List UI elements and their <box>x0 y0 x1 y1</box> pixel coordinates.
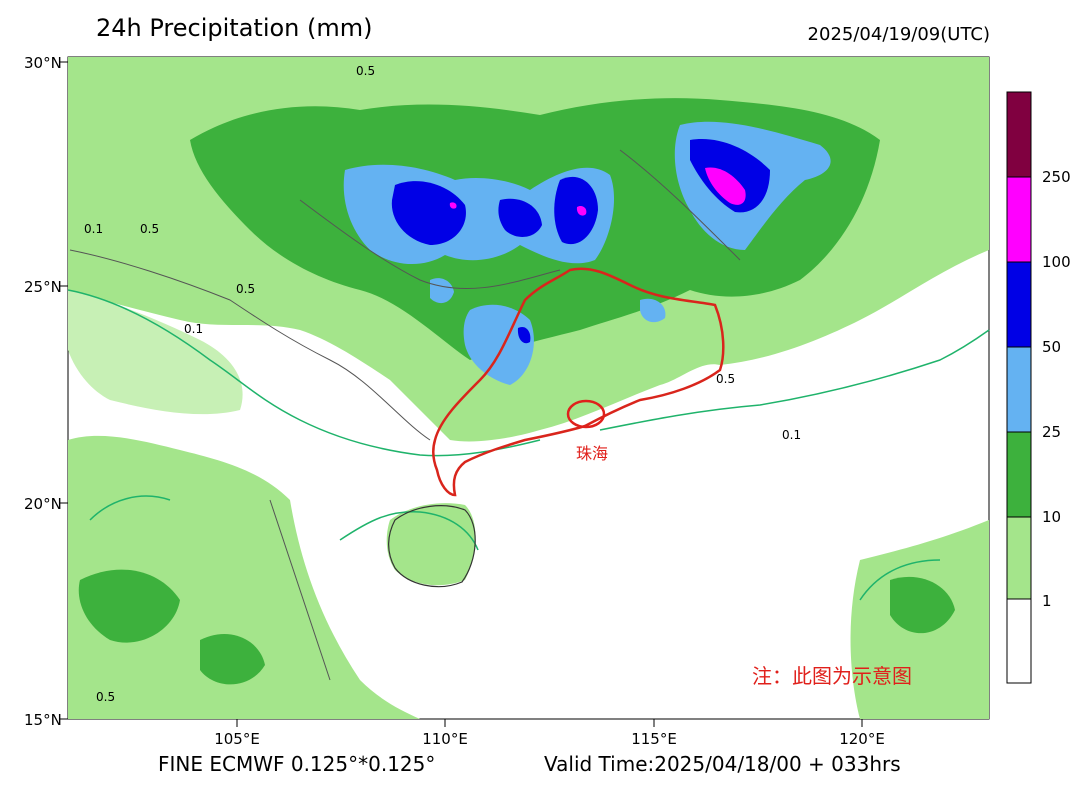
legend-label-25: 25 <box>1042 423 1062 441</box>
contour-label: 0.1 <box>184 322 204 336</box>
contour-label: 0.1 <box>782 428 802 442</box>
lat-label-25: 25°N <box>24 278 62 296</box>
contour-label: 0.5 <box>140 222 160 236</box>
zhuhai-marker <box>566 399 606 429</box>
legend-label-1: 1 <box>1042 592 1052 610</box>
legend-label-100: 100 <box>1042 253 1071 271</box>
lat-label-30: 30°N <box>24 54 62 72</box>
lat-label-20: 20°N <box>24 495 62 513</box>
lon-label-105: 105°E <box>214 730 260 748</box>
city-label-zhuhai: 珠海 <box>576 444 609 463</box>
legend-label-250: 250 <box>1042 168 1071 186</box>
hainan-outline <box>388 505 476 588</box>
admin-borders <box>69 149 741 681</box>
legend-label-10: 10 <box>1042 508 1062 526</box>
contour-label: 0.5 <box>356 64 376 78</box>
lat-label-15: 15°N <box>24 711 62 729</box>
schematic-note: 注：此图为示意图 <box>752 664 912 688</box>
guangdong-border <box>432 267 725 497</box>
valid-time: Valid Time:2025/04/18/00 + 033hrs <box>544 752 901 776</box>
legend-label-50: 50 <box>1042 338 1062 356</box>
axis-ticks <box>60 61 863 727</box>
contour-label: 0.5 <box>236 282 256 296</box>
contour-label: 0.5 <box>716 372 736 386</box>
contour-label: 0.5 <box>96 690 116 704</box>
map-title: 24h Precipitation (mm) <box>96 14 373 42</box>
contour-label: 0.1 <box>84 222 104 236</box>
lon-label-110: 110°E <box>422 730 468 748</box>
lon-label-115: 115°E <box>631 730 677 748</box>
precip-100-250 <box>449 167 746 216</box>
contour-lines <box>67 289 990 601</box>
legend-colorbar <box>1006 91 1032 684</box>
lon-label-120: 120°E <box>839 730 885 748</box>
map-datetime: 2025/04/19/09(UTC) <box>807 24 990 45</box>
model-info: FINE ECMWF 0.125°*0.125° <box>158 752 436 776</box>
